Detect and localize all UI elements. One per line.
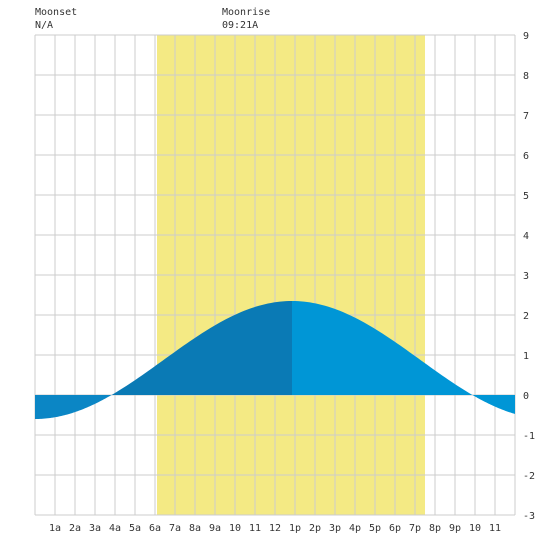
x-tick-label: 1p bbox=[289, 523, 301, 534]
y-tick-label: 6 bbox=[523, 151, 529, 162]
y-tick-label: 7 bbox=[523, 111, 529, 122]
y-tick-label: 0 bbox=[523, 391, 529, 402]
x-tick-label: 10 bbox=[229, 523, 241, 534]
x-tick-label: 9a bbox=[209, 523, 221, 534]
x-tick-label: 6a bbox=[149, 523, 161, 534]
x-tick-label: 10 bbox=[469, 523, 481, 534]
tide-area-falling bbox=[292, 301, 473, 395]
y-tick-label: 1 bbox=[523, 351, 529, 362]
y-tick-label: 4 bbox=[523, 231, 529, 242]
moonset-label: Moonset bbox=[35, 7, 78, 18]
y-tick-label: -3 bbox=[523, 511, 535, 522]
moonrise-value: 09:21A bbox=[222, 20, 259, 31]
x-tick-label: 12 bbox=[269, 523, 281, 534]
x-tick-label: 11 bbox=[489, 523, 501, 534]
tide-area-group bbox=[35, 301, 515, 419]
y-axis-ticks: -3 -2 -1 0 1 2 3 4 5 6 7 8 9 bbox=[523, 31, 535, 522]
tide-area-negative-evening bbox=[472, 395, 515, 414]
y-tick-label: -1 bbox=[523, 431, 535, 442]
y-tick-label: 8 bbox=[523, 71, 529, 82]
x-tick-label: 3a bbox=[89, 523, 101, 534]
moonrise-label: Moonrise bbox=[222, 7, 271, 18]
moonset-value: N/A bbox=[35, 20, 54, 31]
x-tick-label: 3p bbox=[329, 523, 341, 534]
x-tick-label: 7p bbox=[409, 523, 421, 534]
x-tick-label: 9p bbox=[449, 523, 461, 534]
x-axis-ticks: 1a 2a 3a 4a 5a 6a 7a 8a 9a 10 11 12 1p 2p 3p 4p 5p 6p 7p 8p… bbox=[49, 523, 501, 534]
x-tick-label: 11 bbox=[249, 523, 261, 534]
y-tick-label: 5 bbox=[523, 191, 529, 202]
x-tick-label: 1a bbox=[49, 523, 61, 534]
y-tick-label: 3 bbox=[523, 271, 529, 282]
x-tick-label: 8a bbox=[189, 523, 201, 534]
y-tick-label: 9 bbox=[523, 31, 529, 42]
x-tick-label: 4a bbox=[109, 523, 121, 534]
x-tick-label: 2p bbox=[309, 523, 321, 534]
x-tick-label: 7a bbox=[169, 523, 181, 534]
x-tick-label: 5a bbox=[129, 523, 141, 534]
x-tick-label: 4p bbox=[349, 523, 361, 534]
x-tick-label: 2a bbox=[69, 523, 81, 534]
y-tick-label: 2 bbox=[523, 311, 529, 322]
x-tick-label: 8p bbox=[429, 523, 441, 534]
tide-area-rising bbox=[111, 301, 292, 395]
tide-area-negative-morning bbox=[35, 395, 112, 419]
x-tick-label: 6p bbox=[389, 523, 401, 534]
x-tick-label: 5p bbox=[369, 523, 381, 534]
y-tick-label: -2 bbox=[523, 471, 535, 482]
